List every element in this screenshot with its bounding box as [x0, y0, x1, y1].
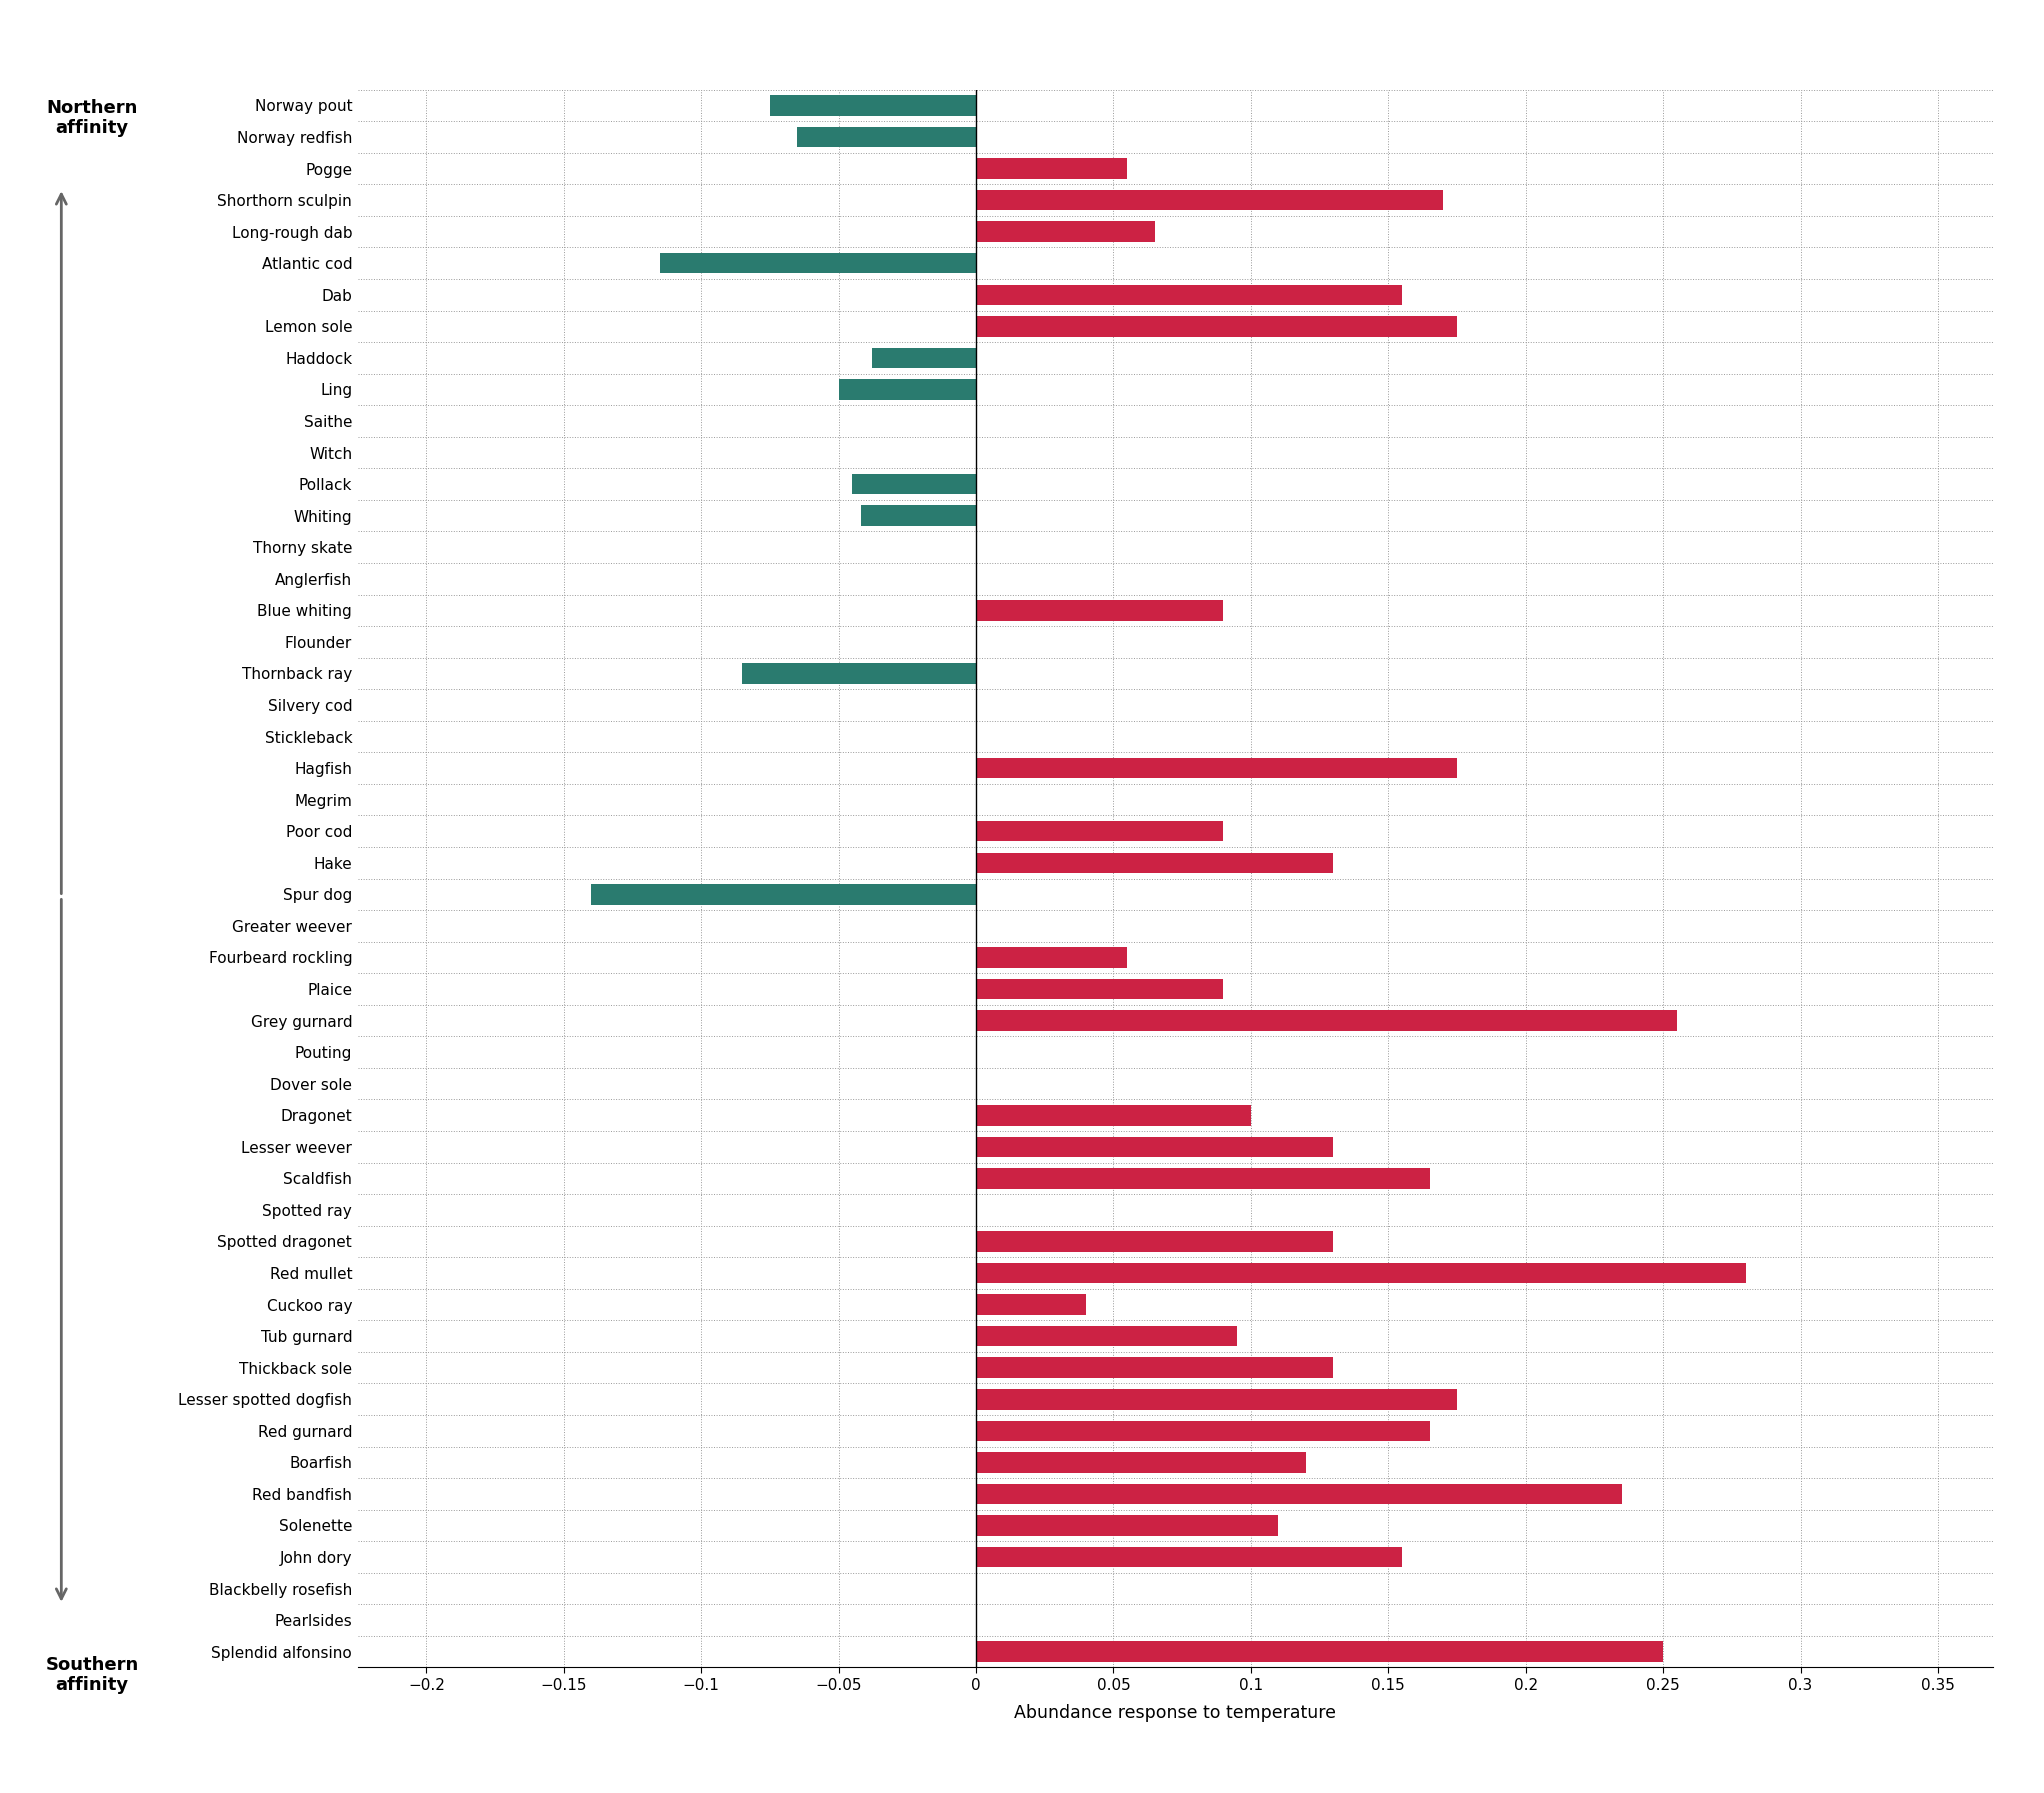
Bar [977, 1390, 1457, 1409]
Bar [977, 1547, 1402, 1567]
Bar [977, 316, 1457, 337]
Bar [977, 221, 1155, 242]
Text: Southern
affinity: Southern affinity [45, 1655, 139, 1694]
Bar [977, 1515, 1278, 1537]
Bar [861, 506, 977, 525]
Bar [591, 884, 977, 905]
Bar [977, 947, 1126, 968]
Bar [977, 979, 1224, 999]
Bar [977, 1137, 1333, 1156]
Bar [977, 1420, 1429, 1442]
Bar [742, 663, 977, 683]
Bar [977, 1325, 1237, 1347]
Bar [977, 285, 1402, 305]
Bar [977, 821, 1224, 841]
Bar [977, 852, 1333, 873]
Bar [838, 378, 977, 400]
Bar [977, 1483, 1621, 1504]
Bar [977, 1232, 1333, 1252]
Bar [871, 348, 977, 368]
Bar [660, 253, 977, 274]
Bar [977, 1357, 1333, 1379]
Bar [852, 473, 977, 495]
Bar [977, 1641, 1664, 1662]
Bar [977, 1167, 1429, 1189]
Bar [771, 95, 977, 117]
Bar [977, 1262, 1746, 1284]
Bar [977, 1104, 1251, 1126]
Bar [977, 1009, 1676, 1031]
Bar [977, 1452, 1306, 1472]
X-axis label: Abundance response to temperature: Abundance response to temperature [1014, 1703, 1337, 1721]
Bar [797, 127, 977, 147]
Bar [977, 1295, 1085, 1314]
Bar [977, 758, 1457, 778]
Text: Northern
affinity: Northern affinity [47, 99, 137, 138]
Bar [977, 158, 1126, 179]
Bar [977, 601, 1224, 620]
Bar [977, 190, 1443, 210]
